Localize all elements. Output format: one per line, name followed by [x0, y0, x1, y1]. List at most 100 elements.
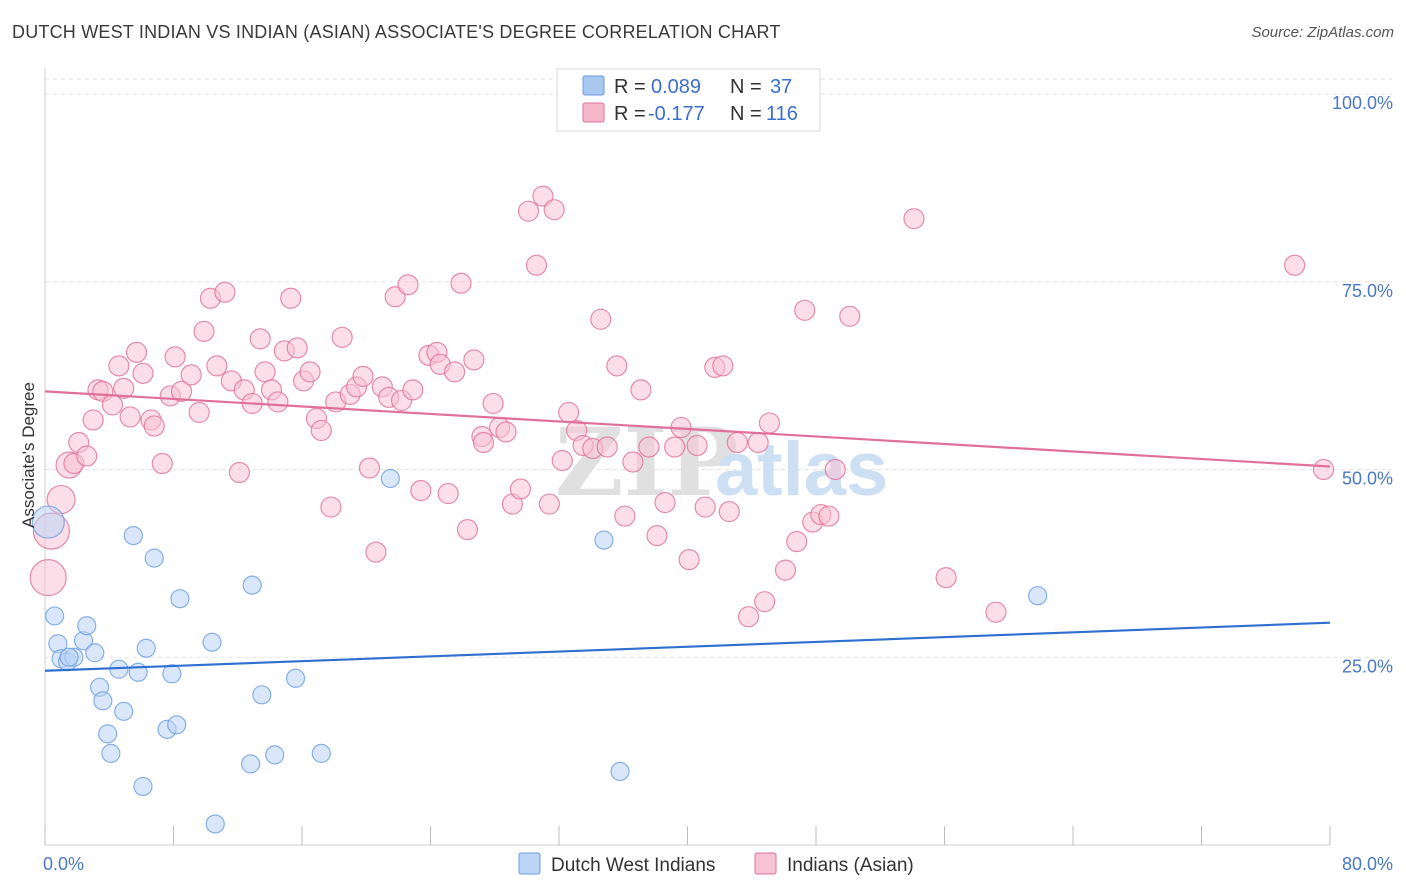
dutch-point-17 [133, 776, 153, 797]
indian-point-102 [747, 431, 769, 454]
indian-point-90 [646, 524, 668, 547]
indian-point-61 [437, 482, 459, 505]
indian-point-83 [590, 308, 612, 330]
indian-point-13 [119, 406, 141, 428]
legend-bottom-label-dutch: Dutch West Indians [551, 855, 715, 876]
indian-point-85 [606, 355, 628, 377]
indian-point-15 [132, 362, 154, 384]
indian-point-6 [76, 445, 98, 467]
indian-point-87 [622, 451, 644, 473]
legend-n-label-1: N = [730, 103, 762, 125]
legend-top: R = 0.089 N = 37 R = -0.177 N = 116 [556, 68, 821, 132]
indian-point-26 [206, 355, 228, 377]
dutch-point-22 [167, 715, 187, 735]
indian-point-65 [463, 349, 485, 371]
indian-point-70 [495, 421, 517, 443]
dutch-point-0 [31, 505, 65, 539]
indian-point-12 [113, 377, 135, 400]
indian-point-40 [299, 361, 321, 383]
indian-point-63 [450, 272, 472, 294]
indian-point-94 [678, 549, 700, 571]
indian-point-116 [1284, 254, 1306, 276]
dutch-point-27 [242, 575, 262, 595]
indian-point-112 [839, 305, 861, 327]
indian-point-27 [214, 281, 236, 303]
legend-bottom-swatch-dutch [518, 852, 541, 875]
trend-line-indian [44, 390, 1331, 468]
indian-point-105 [774, 559, 797, 581]
dutch-point-21 [162, 664, 182, 684]
dutch-point-14 [114, 701, 134, 721]
indian-point-67 [472, 431, 495, 454]
legend-swatch-dutch [582, 75, 605, 96]
indian-point-113 [903, 208, 925, 230]
indian-point-23 [188, 401, 210, 424]
x-tick-label-1: 80.0% [1342, 854, 1393, 874]
indian-point-7 [82, 409, 104, 431]
legend-r-label-1: R = [614, 103, 646, 125]
y-tick-label-1: 50.0% [1342, 469, 1393, 489]
dutch-point-29 [265, 745, 285, 765]
dutch-point-31 [311, 743, 331, 763]
dutch-point-1 [45, 606, 65, 626]
indian-point-115 [985, 601, 1007, 623]
indian-point-103 [753, 591, 776, 613]
legend-bottom-label-indians: Indians (Asian) [787, 855, 914, 876]
indian-point-114 [935, 567, 957, 589]
indian-point-72 [509, 478, 532, 500]
indian-point-42 [310, 419, 332, 442]
legend-bottom-swatch-indians [754, 852, 777, 875]
indian-point-17 [143, 415, 165, 437]
legend-n-label-0: N = [730, 76, 762, 98]
dutch-point-23 [170, 589, 190, 609]
indian-point-73 [517, 200, 540, 222]
series-indians-asian [29, 185, 1335, 628]
y-tick-label-2: 75.0% [1342, 281, 1393, 301]
legend-bottom: Dutch West Indians Indians (Asian) [518, 852, 914, 876]
indian-point-104 [758, 412, 781, 434]
legend-n-value-0: 37 [770, 76, 792, 98]
indian-point-78 [551, 449, 573, 472]
indian-point-100 [726, 431, 748, 454]
indian-point-0 [29, 559, 67, 597]
indian-point-96 [694, 496, 716, 518]
indian-point-45 [331, 326, 353, 348]
indian-point-56 [402, 379, 424, 401]
dutch-point-35 [1028, 586, 1048, 606]
dutch-point-30 [285, 668, 306, 688]
indian-point-95 [686, 434, 708, 457]
indian-point-55 [397, 274, 419, 296]
dutch-point-11 [98, 724, 118, 744]
dutch-point-25 [205, 814, 225, 834]
indian-point-33 [254, 361, 276, 383]
y-axis-label: Associate's Degree [19, 382, 38, 528]
trend-line-dutch [44, 621, 1331, 672]
indian-point-110 [818, 505, 840, 527]
x-tick-label-0: 0.0% [43, 854, 84, 874]
indian-point-76 [538, 493, 560, 515]
indian-point-48 [352, 365, 374, 387]
indian-point-21 [170, 380, 193, 403]
indian-point-106 [786, 531, 808, 553]
indian-point-20 [164, 346, 186, 368]
dutch-point-19 [144, 548, 164, 568]
indian-point-24 [193, 320, 215, 342]
dutch-point-24 [202, 632, 222, 652]
indian-point-35 [267, 391, 289, 413]
indian-point-38 [286, 337, 308, 359]
dutch-point-34 [610, 761, 630, 782]
indian-point-74 [525, 254, 548, 276]
indian-point-88 [630, 379, 652, 401]
indian-point-101 [737, 606, 760, 628]
dutch-point-26 [241, 754, 261, 774]
tick-labels: 25.0% 50.0% 75.0% 100.0% 0.0% 80.0% [43, 93, 1393, 874]
indian-point-86 [614, 505, 636, 527]
legend-n-value-1: 116 [766, 103, 798, 125]
indian-point-43 [320, 496, 342, 518]
indian-point-49 [358, 457, 381, 479]
dutch-point-12 [101, 743, 121, 763]
legend-r-value-0: 0.089 [651, 76, 701, 98]
y-tick-label-3: 100.0% [1332, 93, 1393, 113]
indian-point-107 [794, 299, 816, 321]
